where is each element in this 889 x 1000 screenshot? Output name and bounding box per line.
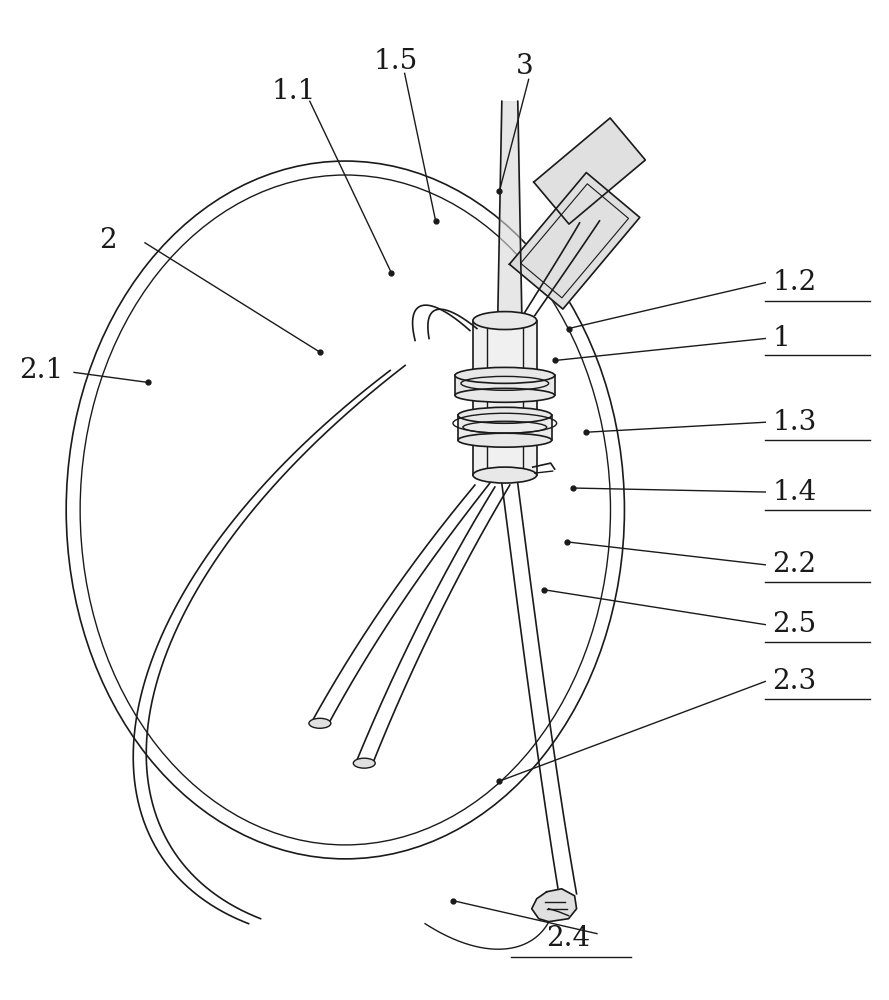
Ellipse shape — [455, 388, 555, 402]
Text: 1.4: 1.4 — [773, 479, 817, 506]
Ellipse shape — [458, 433, 552, 447]
Polygon shape — [533, 118, 645, 224]
Polygon shape — [455, 375, 555, 395]
Polygon shape — [532, 889, 577, 922]
Text: 1.5: 1.5 — [373, 48, 418, 75]
Polygon shape — [509, 173, 640, 309]
Text: 1.3: 1.3 — [773, 409, 817, 436]
Text: 1.2: 1.2 — [773, 269, 817, 296]
Text: 3: 3 — [516, 53, 533, 80]
Text: 1: 1 — [773, 325, 790, 352]
Text: 2.2: 2.2 — [773, 551, 816, 578]
Text: 1.1: 1.1 — [272, 78, 316, 105]
Ellipse shape — [458, 407, 552, 423]
Text: 2.4: 2.4 — [547, 925, 590, 952]
Ellipse shape — [473, 467, 537, 483]
Text: 2.1: 2.1 — [20, 357, 63, 384]
Text: 2.5: 2.5 — [773, 611, 816, 638]
Polygon shape — [458, 415, 552, 440]
Polygon shape — [473, 321, 537, 475]
Text: 2: 2 — [99, 227, 116, 254]
Text: 2.3: 2.3 — [773, 668, 816, 695]
Ellipse shape — [308, 718, 331, 728]
Ellipse shape — [455, 367, 555, 383]
Ellipse shape — [353, 758, 375, 768]
Ellipse shape — [473, 312, 537, 330]
